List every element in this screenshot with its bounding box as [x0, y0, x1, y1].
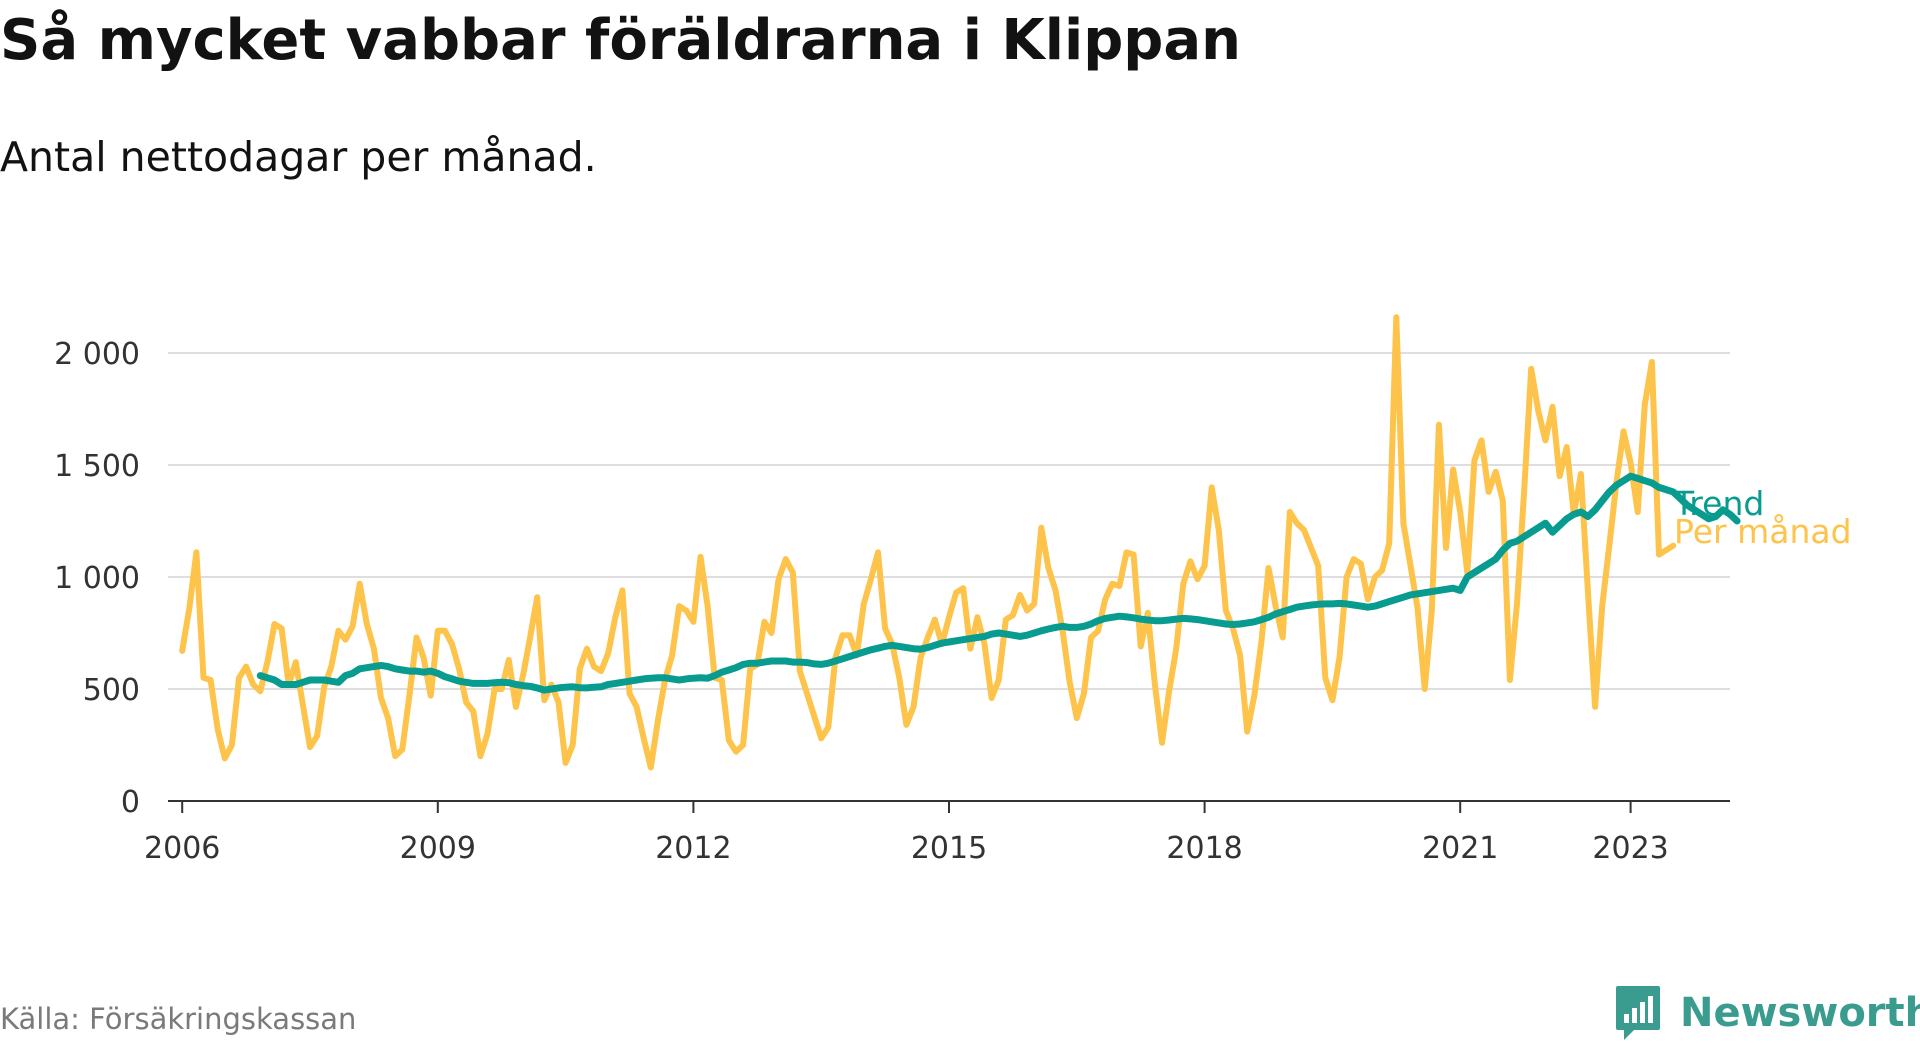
y-tick-label: 0 [121, 785, 140, 820]
x-tick-label: 2023 [1592, 831, 1668, 866]
axes: 0 500 1 000 1 500 2 000 2006 2009 2012 2015 2018 2… [54, 337, 1730, 866]
series-line-per-manad [179, 314, 1677, 771]
y-tick-label: 1 500 [54, 449, 140, 484]
brand-logo[interactable]: Newsworthy [1614, 983, 1920, 1043]
chart-title: Så mycket vabbar föräldrarna i Klippan [0, 8, 1242, 73]
x-tick-label: 2009 [400, 831, 476, 866]
newsworthy-logo-icon [1616, 986, 1660, 1040]
series-line-trend [256, 472, 1741, 694]
series-label-per-manad: Per månad [1674, 512, 1852, 551]
y-tick-label: 2 000 [54, 337, 140, 372]
x-tick-label: 2018 [1166, 831, 1242, 866]
brand-name: Newsworthy [1680, 990, 1920, 1036]
series-label-trend: Trend [1673, 484, 1764, 523]
x-tick-label: 2012 [655, 831, 731, 866]
x-tick-label: 2021 [1422, 831, 1498, 866]
series-lines [179, 314, 1741, 771]
source-note: Källa: Försäkringskassan [0, 1002, 357, 1036]
chart-subtitle: Antal nettodagar per månad. [0, 133, 597, 181]
x-tick-label: 2015 [911, 831, 987, 866]
y-tick-label: 500 [83, 673, 140, 708]
y-tick-label: 1 000 [54, 561, 140, 596]
line-chart: 0 500 1 000 1 500 2 000 2006 2009 2012 2015 2018 2… [54, 314, 1852, 866]
x-tick-label: 2006 [144, 831, 220, 866]
